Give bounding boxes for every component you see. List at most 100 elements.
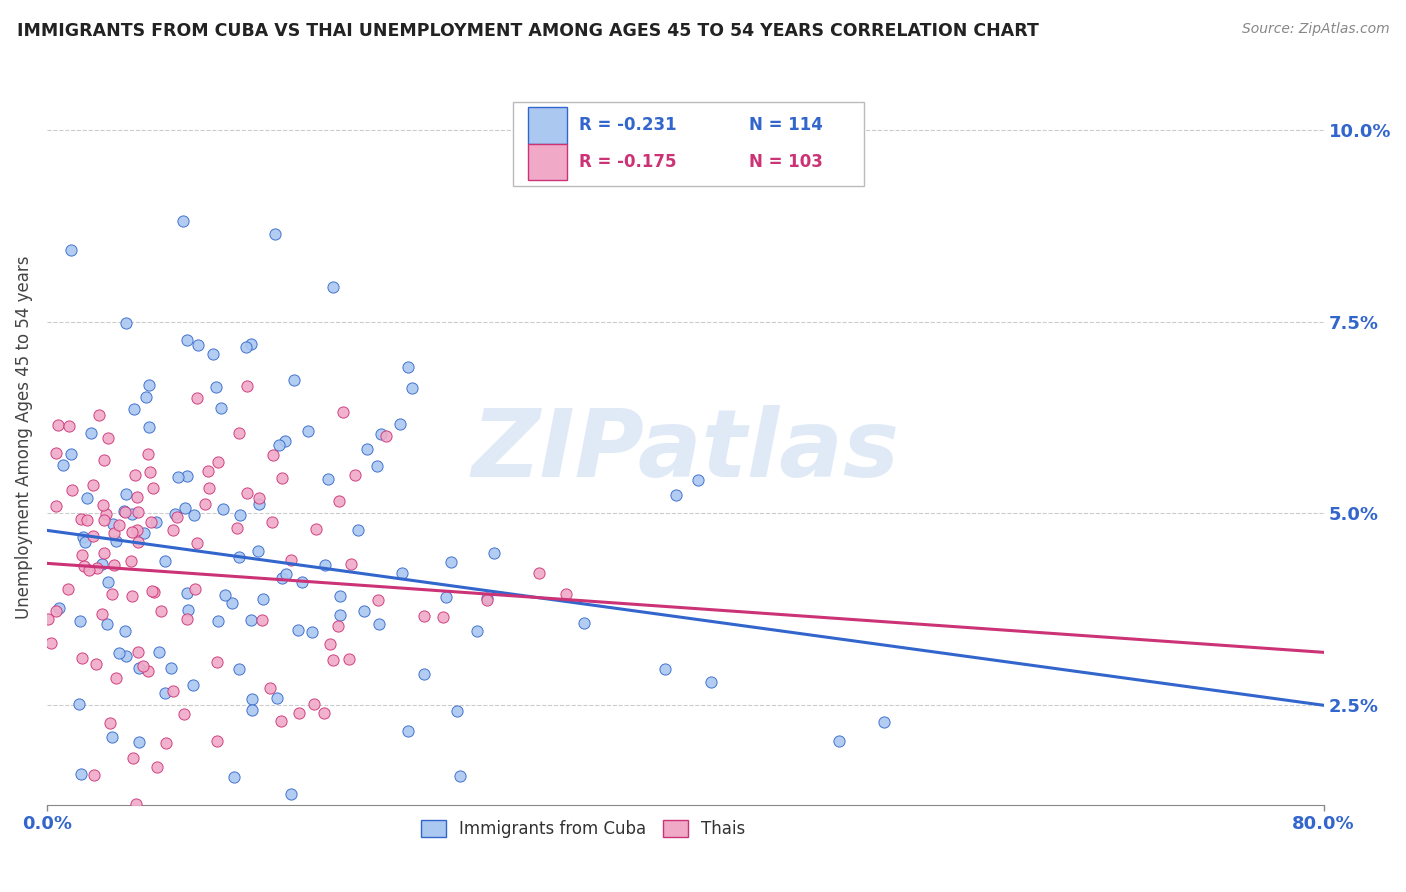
Point (270, 714, 292, 728)
Point (262, 448, 284, 462)
Point (446, 705, 468, 719)
Point (73, 535, 96, 549)
Point (93, 453, 115, 467)
Point (197, 464, 219, 478)
Point (319, 637, 342, 651)
Point (176, 333, 198, 347)
Point (332, 405, 354, 419)
Point (96, 432, 118, 446)
Point (69, 615, 91, 629)
Point (91, 607, 114, 621)
Point (60, 483, 83, 498)
Point (240, 704, 263, 718)
Point (314, 558, 336, 572)
Point (67, 698, 90, 712)
Point (132, 525, 155, 540)
Point (56, 582, 79, 596)
Point (301, 625, 323, 640)
Point (236, 379, 259, 393)
Point (274, 434, 297, 448)
Point (60, 243, 83, 257)
Point (366, 458, 388, 473)
Point (367, 617, 389, 632)
Point (121, 525, 143, 540)
Point (120, 554, 142, 568)
Point (193, 498, 215, 512)
Point (246, 544, 269, 558)
Point (176, 612, 198, 626)
Point (77, 563, 100, 577)
Point (316, 472, 339, 486)
Point (235, 340, 257, 354)
Point (114, 505, 136, 519)
Point (132, 659, 155, 673)
Point (128, 735, 150, 749)
Point (449, 769, 471, 783)
Point (328, 619, 350, 633)
Point (139, 516, 162, 530)
Point (329, 607, 352, 622)
Point (207, 455, 229, 469)
Point (225, 521, 247, 535)
Point (127, 535, 149, 549)
Point (221, 596, 243, 610)
Point (214, 588, 236, 602)
Point (138, 419, 160, 434)
Point (211, 501, 233, 516)
Point (239, 337, 262, 351)
Point (145, 516, 167, 530)
Point (93, 546, 115, 560)
Point (228, 508, 250, 522)
Point (209, 401, 232, 416)
Point (574, 615, 596, 630)
Point (101, 829, 124, 843)
Point (228, 425, 250, 440)
Bar (529, 107, 567, 144)
Point (121, 508, 143, 522)
Point (48, 600, 70, 615)
Point (280, 553, 302, 567)
Y-axis label: Unemployment Among Ages 45 to 54 years: Unemployment Among Ages 45 to 54 years (15, 255, 32, 618)
Point (527, 566, 550, 580)
Point (228, 550, 250, 565)
Point (172, 214, 194, 228)
Point (162, 523, 184, 537)
Point (396, 724, 419, 739)
Point (124, 401, 146, 416)
Point (688, 473, 710, 487)
Point (115, 316, 138, 330)
Point (665, 488, 688, 502)
Point (45, 499, 67, 513)
Point (121, 829, 143, 843)
Point (101, 731, 124, 745)
Point (115, 487, 138, 501)
Point (280, 787, 302, 801)
Point (176, 585, 198, 599)
Legend: Immigrants from Cuba, Thais: Immigrants from Cuba, Thais (415, 813, 752, 845)
Point (236, 486, 259, 500)
Point (432, 610, 454, 624)
Point (143, 585, 166, 599)
Point (145, 760, 167, 774)
Point (259, 681, 281, 695)
Point (396, 359, 419, 374)
Text: N = 114: N = 114 (749, 116, 823, 134)
Point (274, 566, 297, 581)
Point (700, 675, 723, 690)
Point (148, 645, 170, 659)
Point (205, 734, 228, 748)
Point (283, 373, 305, 387)
Point (263, 227, 285, 241)
Point (297, 424, 319, 438)
Point (98, 716, 121, 731)
Point (252, 591, 274, 606)
Point (271, 471, 294, 485)
Point (173, 501, 195, 516)
Point (465, 624, 488, 639)
Point (167, 470, 190, 484)
Point (94, 508, 117, 522)
Point (80, 426, 103, 441)
Point (127, 504, 149, 518)
Point (322, 653, 344, 667)
Point (103, 525, 125, 540)
